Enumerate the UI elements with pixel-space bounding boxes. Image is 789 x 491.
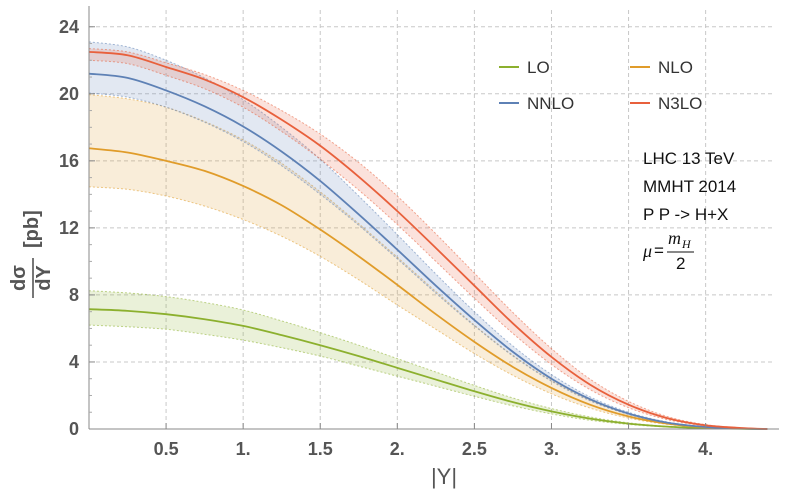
lo-line <box>88 308 768 430</box>
x-tick-labels: 0.5 1. 1.5 2. 2.5 3. 3.5 4. <box>154 439 714 459</box>
x-tick-label-5: 3. <box>544 439 559 459</box>
n3lo-band <box>89 48 768 430</box>
annotation-block: LHC 13 TeV MMHT 2014 P P -> H+X μ = m H … <box>642 149 736 273</box>
scale-subscript: H <box>681 237 692 251</box>
legend-label-nlo: NLO <box>658 58 693 77</box>
y-label-denominator: dY <box>33 265 55 291</box>
y-tick-label-5: 20 <box>59 84 79 104</box>
annotation-collider: LHC 13 TeV <box>643 149 735 168</box>
annotation-scale: μ = m H 2 <box>642 228 694 273</box>
annotation-process: P P -> H+X <box>643 205 728 224</box>
legend-label-n3lo: N3LO <box>658 94 702 113</box>
x-tick-label-3: 2. <box>390 439 405 459</box>
series-lines <box>88 51 768 430</box>
nnlo-band <box>89 41 768 430</box>
legend-label-lo: LO <box>527 58 550 77</box>
legend-label-nnlo: NNLO <box>527 94 574 113</box>
scale-m: m <box>668 228 681 248</box>
x-tick-label-7: 4. <box>698 439 713 459</box>
y-axis-label: dσ dY [pb] <box>8 210 55 298</box>
legend: LO NLO NNLO N3LO <box>499 58 702 113</box>
nlo-line <box>88 147 768 430</box>
y-tick-label-4: 16 <box>59 151 79 171</box>
n3lo-line <box>88 51 768 430</box>
y-label-numerator: dσ <box>8 265 30 291</box>
grid-lines <box>89 10 775 429</box>
x-tick-label-2: 1.5 <box>308 439 333 459</box>
scale-denominator: 2 <box>676 254 685 273</box>
y-tick-label-1: 4 <box>69 352 79 372</box>
x-axis-label: |Y| <box>431 464 457 489</box>
scale-mu: μ <box>642 241 652 261</box>
x-tick-label-0: 0.5 <box>154 439 179 459</box>
x-tick-label-6: 3.5 <box>616 439 641 459</box>
y-tick-labels: 0 4 8 12 16 20 24 <box>59 17 79 439</box>
lo-band <box>89 290 768 429</box>
x-tick-label-4: 2.5 <box>462 439 487 459</box>
annotation-pdf: MMHT 2014 <box>643 177 736 196</box>
n3lo-band-upper-edge <box>88 48 768 430</box>
axes <box>88 6 779 430</box>
scale-equals: = <box>654 241 664 260</box>
nnlo-line <box>88 72 768 430</box>
y-tick-label-2: 8 <box>69 285 79 305</box>
nlo-band <box>89 94 768 429</box>
y-label-unit: [pb] <box>21 210 43 248</box>
y-tick-label-0: 0 <box>69 419 79 439</box>
y-tick-label-6: 24 <box>59 17 79 37</box>
y-tick-label-3: 12 <box>59 218 79 238</box>
x-tick-label-1: 1. <box>236 439 251 459</box>
